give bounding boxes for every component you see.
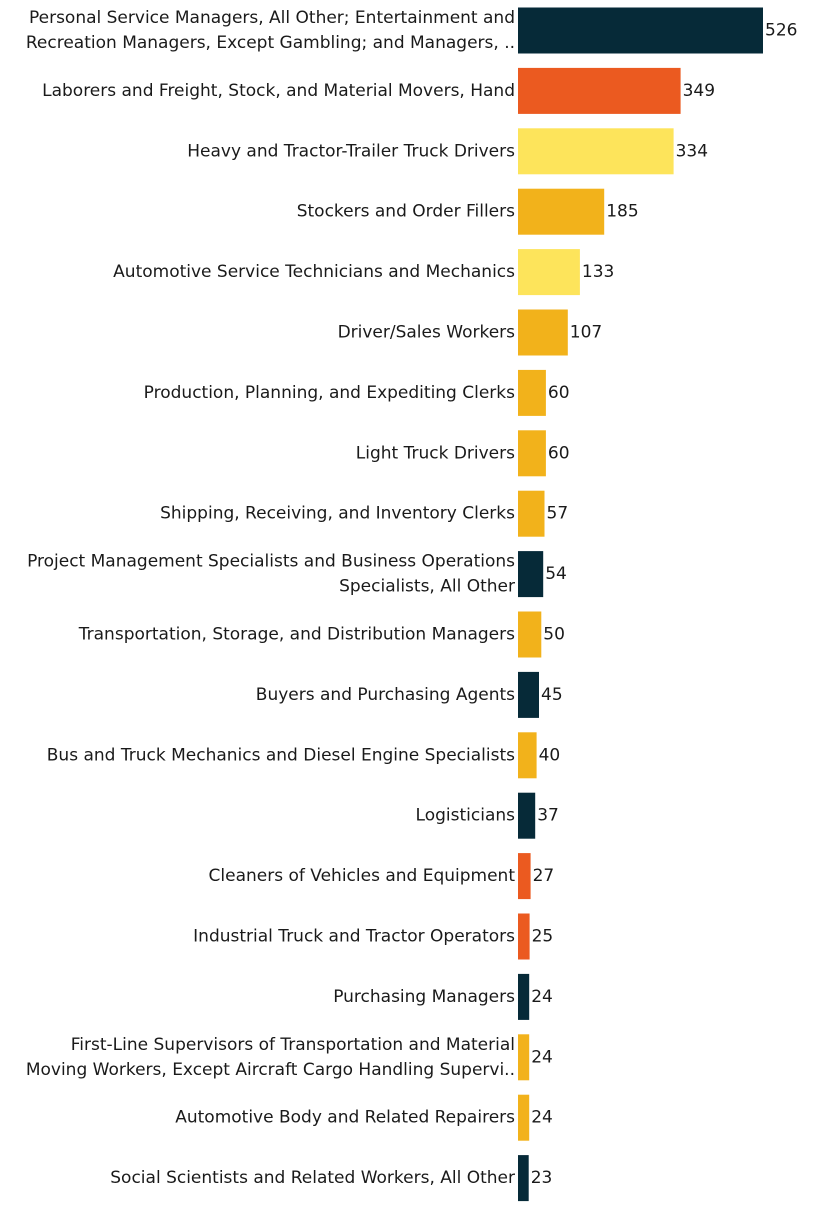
bar-13 (518, 732, 537, 779)
category-label-18-line-2: Moving Workers, Except Aircraft Cargo Ha… (26, 1060, 515, 1080)
category-label-10-line-1: Project Management Specialists and Busin… (27, 552, 515, 572)
category-label-20: Social Scientists and Related Workers, A… (110, 1168, 515, 1188)
value-labels-group: 526 349 334 185 133 107 60 60 57 54 50 45 40 37 27 25 24… (531, 21, 798, 1189)
value-label-3: 334 (676, 141, 708, 161)
category-label-8: Light Truck Drivers (356, 443, 515, 463)
category-label-13: Bus and Truck Mechanics and Diesel Engin… (47, 745, 515, 765)
category-label-1-line-2: Recreation Managers, Except Gambling; an… (26, 33, 515, 53)
category-label-4: Stockers and Order Fillers (297, 202, 515, 222)
value-label-5: 133 (582, 262, 614, 282)
value-label-2: 349 (683, 81, 715, 101)
bar-14 (518, 792, 536, 839)
bar-12 (518, 671, 539, 718)
category-label-7: Production, Planning, and Expediting Cle… (144, 383, 515, 403)
category-label-5: Automotive Service Technicians and Mecha… (113, 262, 515, 282)
value-label-20: 23 (531, 1168, 553, 1188)
bar-11 (518, 611, 542, 658)
value-label-6: 107 (570, 323, 602, 343)
bar-10 (518, 551, 544, 598)
value-label-4: 185 (606, 202, 638, 222)
value-label-17: 24 (531, 987, 553, 1007)
bars-group (518, 7, 763, 1202)
value-label-16: 25 (532, 927, 554, 947)
category-label-6: Driver/Sales Workers (338, 323, 516, 343)
category-label-11: Transportation, Storage, and Distributio… (78, 625, 515, 645)
value-label-9: 57 (547, 504, 569, 524)
value-label-11: 50 (543, 625, 565, 645)
bar-9 (518, 490, 545, 537)
bar-7 (518, 369, 546, 416)
value-label-15: 27 (533, 866, 555, 886)
value-label-14: 37 (537, 806, 559, 826)
value-label-13: 40 (539, 745, 561, 765)
bar-17 (518, 973, 530, 1020)
value-label-10: 54 (545, 564, 567, 584)
category-label-2: Laborers and Freight, Stock, and Materia… (42, 81, 515, 101)
bar-5 (518, 249, 580, 296)
value-label-8: 60 (548, 443, 570, 463)
value-label-19: 24 (531, 1108, 553, 1128)
category-label-19: Automotive Body and Related Repairers (175, 1108, 515, 1128)
category-label-3: Heavy and Tractor-Trailer Truck Drivers (187, 141, 515, 161)
bar-18 (518, 1034, 530, 1081)
category-label-16: Industrial Truck and Tractor Operators (193, 927, 515, 947)
bar-16 (518, 913, 530, 960)
bar-19 (518, 1094, 530, 1141)
category-label-15: Cleaners of Vehicles and Equipment (209, 866, 516, 886)
bar-20 (518, 1155, 529, 1202)
bar-1 (518, 7, 763, 54)
category-label-1-line-1: Personal Service Managers, All Other; En… (29, 8, 515, 28)
bar-6 (518, 309, 568, 356)
value-label-18: 24 (531, 1047, 553, 1067)
category-label-12: Buyers and Purchasing Agents (256, 685, 515, 705)
bar-8 (518, 430, 546, 477)
value-label-12: 45 (541, 685, 563, 705)
category-label-14: Logisticians (416, 806, 516, 826)
category-label-9: Shipping, Receiving, and Inventory Clerk… (160, 504, 515, 524)
category-label-17: Purchasing Managers (333, 987, 515, 1007)
category-label-10-line-2: Specialists, All Other (339, 577, 515, 597)
value-label-1: 526 (765, 21, 797, 41)
bar-3 (518, 128, 674, 175)
bar-4 (518, 188, 605, 235)
value-label-7: 60 (548, 383, 570, 403)
bar-2 (518, 67, 681, 114)
category-labels-group: Personal Service Managers, All Other; En… (26, 8, 516, 1188)
category-label-18-line-1: First-Line Supervisors of Transportation… (71, 1035, 515, 1055)
bar-15 (518, 853, 531, 900)
